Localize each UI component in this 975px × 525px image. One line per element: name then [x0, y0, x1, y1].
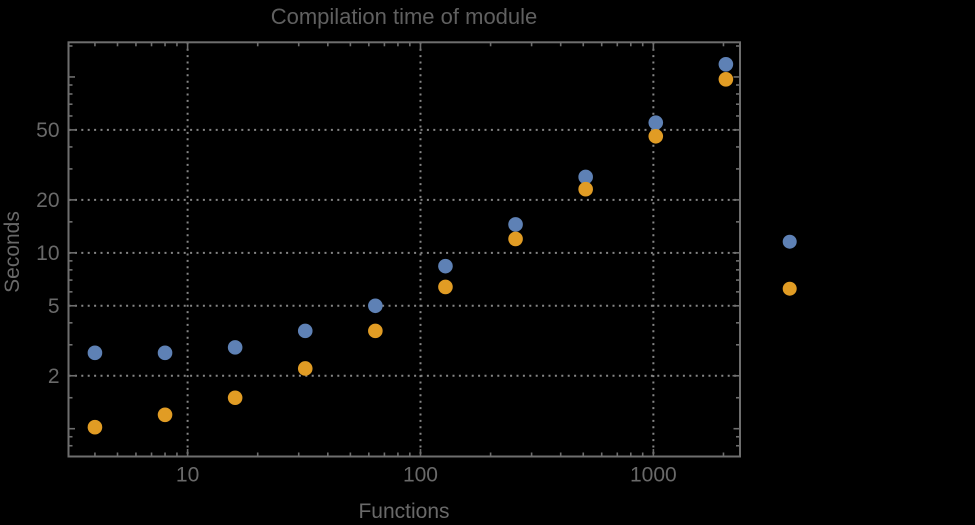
legend — [782, 234, 797, 296]
data-point-series-2-orange-x1024 — [648, 128, 664, 144]
y-tick-label-50: 50 — [36, 119, 59, 142]
chart-title: Compilation time of module — [271, 4, 538, 29]
x-tick-label-100: 100 — [403, 464, 438, 487]
y-tick-label-5: 5 — [48, 295, 60, 318]
data-point-series-2-orange-x64 — [368, 323, 383, 339]
data-point-series-1-blue-x4 — [87, 345, 103, 361]
x-axis-label: Functions — [358, 500, 449, 523]
axis-ticks — [68, 42, 740, 457]
data-point-series-1-blue-x8 — [157, 345, 173, 361]
data-point-series-2-orange-x4 — [87, 419, 103, 435]
data-points — [87, 57, 734, 435]
data-point-series-1-blue-x32 — [297, 323, 313, 339]
data-point-series-2-orange-x16 — [227, 390, 243, 406]
data-point-series-1-blue-x16 — [227, 340, 243, 355]
data-point-series-2-orange-x128 — [438, 279, 453, 295]
data-point-series-1-blue-x128 — [438, 258, 453, 274]
plot-frame — [67, 41, 741, 458]
x-tick-label-10: 10 — [176, 464, 199, 487]
data-point-series-1-blue-x1024 — [648, 115, 664, 130]
y-tick-label-20: 20 — [36, 189, 59, 212]
y-tick-label-2: 2 — [48, 365, 60, 388]
data-point-series-2-orange-x256 — [508, 231, 523, 247]
data-point-series-2-orange-x32 — [297, 361, 313, 376]
data-point-series-1-blue-x64 — [368, 298, 383, 314]
legend-marker-series-2 — [782, 281, 797, 296]
y-axis-label: Seconds — [1, 211, 24, 293]
data-point-series-2-orange-x512 — [578, 181, 593, 197]
legend-marker-series-1 — [782, 234, 797, 249]
data-point-series-1-blue-x256 — [508, 217, 523, 232]
tick-labels: 10 100 1000 2 5 10 20 50 — [36, 119, 677, 486]
data-point-series-1-blue-x2048 — [718, 57, 734, 72]
x-tick-label-1000: 1000 — [630, 464, 677, 487]
data-point-series-2-orange-x8 — [157, 407, 173, 423]
data-point-series-1-blue-x512 — [578, 169, 593, 185]
data-point-series-2-orange-x2048 — [718, 71, 734, 87]
y-tick-label-10: 10 — [36, 242, 59, 265]
